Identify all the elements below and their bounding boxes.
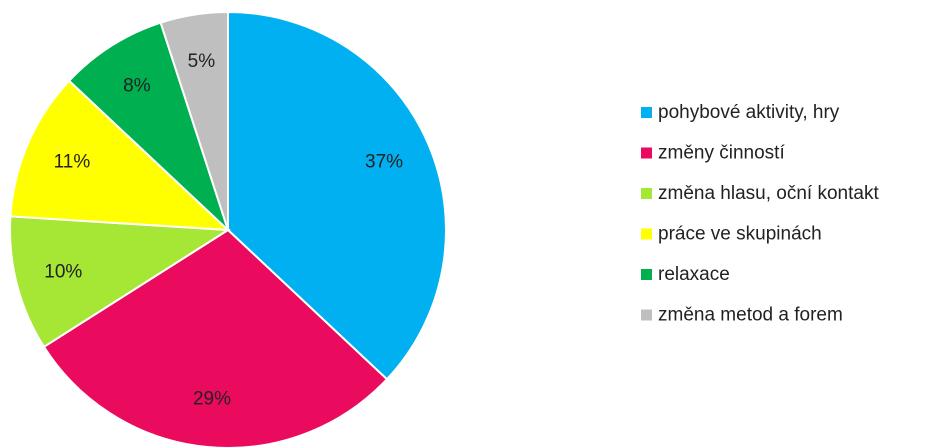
legend-label: změna metod a forem — [658, 305, 843, 326]
slice-label: 37% — [365, 151, 403, 172]
legend-label: změny činností — [658, 143, 785, 164]
pie-slice — [227, 10, 447, 381]
slice-label: 11% — [54, 151, 91, 172]
legend-swatch — [641, 228, 652, 240]
legend-label: pohybové aktivity, hry — [658, 102, 840, 123]
legend-swatch — [641, 147, 652, 159]
legend-label: práce ve skupinách — [658, 224, 822, 245]
pie-slice — [67, 21, 229, 231]
legend-swatch — [641, 309, 652, 321]
legend-swatch — [641, 269, 652, 280]
legend-label: relaxace — [658, 264, 730, 285]
pie-slice — [42, 228, 389, 448]
slice-label: 8% — [123, 75, 151, 96]
legend-swatch — [641, 188, 652, 199]
pie-slice — [9, 215, 232, 349]
legend-swatch — [641, 107, 652, 118]
slice-label: 29% — [193, 388, 231, 409]
slice-label: 5% — [188, 51, 216, 72]
pie-slice — [159, 10, 229, 231]
pie-slice — [9, 79, 231, 232]
slice-label: 10% — [44, 261, 82, 282]
legend-label: změna hlasu, oční kontakt — [658, 183, 879, 204]
